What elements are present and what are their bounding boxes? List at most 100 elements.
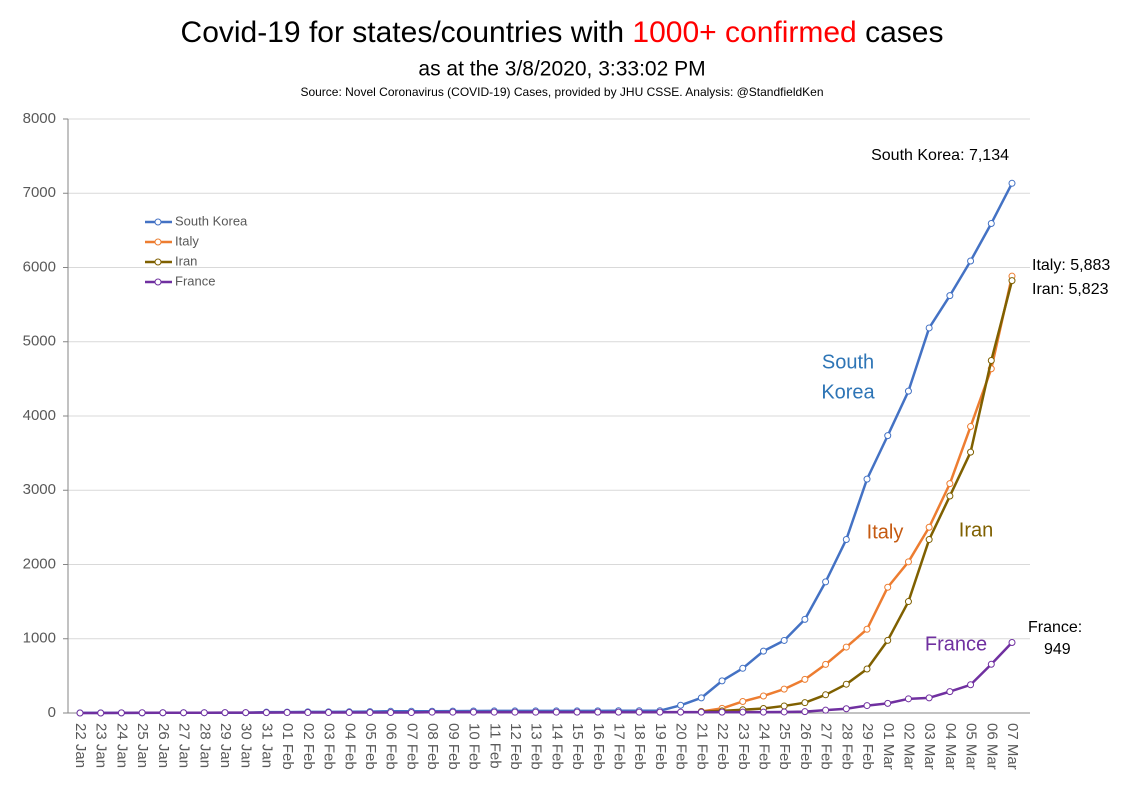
x-tick-label: 10 Feb — [466, 723, 483, 770]
x-tick-label: 23 Jan — [93, 723, 110, 768]
y-tick-label: 5000 — [23, 333, 56, 350]
x-tick-label: 27 Feb — [818, 723, 835, 770]
data-point — [594, 708, 602, 716]
x-tick-label: 26 Jan — [155, 723, 172, 768]
x-tick-label: 02 Feb — [300, 723, 317, 770]
legend-marker — [154, 278, 162, 286]
title-part: cases — [857, 16, 944, 49]
end-label: Italy: 5,883 — [1032, 257, 1110, 274]
x-tick-label: 05 Mar — [963, 723, 980, 770]
data-point — [863, 702, 871, 710]
x-tick-label: 05 Feb — [362, 723, 379, 770]
data-point — [780, 685, 788, 693]
legend-label: France — [175, 273, 215, 288]
x-tick-label: 29 Jan — [217, 723, 234, 768]
series-line — [701, 280, 1014, 713]
title-part: 1000+ confirmed — [632, 16, 856, 49]
end-label: Iran: 5,823 — [1032, 281, 1109, 298]
data-point — [925, 523, 933, 531]
x-tick-label: 03 Feb — [321, 723, 338, 770]
x-tick-label: 06 Mar — [983, 723, 1000, 770]
x-tick-label: 03 Mar — [921, 723, 938, 770]
data-point — [967, 681, 975, 689]
data-point — [573, 708, 581, 716]
data-point — [987, 219, 995, 227]
x-tick-label: 22 Jan — [72, 723, 89, 768]
legend-label: Iran — [175, 253, 197, 268]
x-tick-label: 23 Feb — [735, 723, 752, 770]
line-label: Iran — [959, 519, 993, 541]
x-tick-label: 25 Feb — [776, 723, 793, 770]
data-point — [967, 423, 975, 431]
x-tick-label: 13 Feb — [528, 723, 545, 770]
data-point — [718, 677, 726, 685]
y-tick-label: 0 — [48, 704, 56, 721]
data-point — [345, 709, 353, 717]
data-point — [635, 708, 643, 716]
data-point — [842, 643, 850, 651]
x-tick-label: 16 Feb — [590, 723, 607, 770]
x-tick-label: 31 Jan — [258, 723, 275, 768]
data-point — [304, 709, 312, 717]
data-point — [904, 695, 912, 703]
x-tick-label: 19 Feb — [652, 723, 669, 770]
x-tick-label: 18 Feb — [631, 723, 648, 770]
data-point — [262, 709, 270, 717]
data-point — [449, 708, 457, 716]
series-line — [80, 182, 1014, 715]
title-part: Covid-19 for states/countries with — [181, 16, 633, 49]
x-tick-label: 22 Feb — [714, 723, 731, 770]
chart-title: Covid-19 for states/countries with 1000+… — [181, 16, 944, 49]
x-tick-label: 04 Mar — [942, 723, 959, 770]
data-point — [822, 660, 830, 668]
data-point — [159, 709, 167, 717]
data-point — [759, 647, 767, 655]
data-point — [76, 709, 84, 717]
legend-label: South Korea — [175, 213, 248, 228]
data-point — [221, 709, 229, 717]
x-tick-label: 25 Jan — [134, 723, 151, 768]
x-tick-label: 01 Mar — [880, 723, 897, 770]
x-tick-label: 24 Jan — [113, 723, 130, 768]
y-tick-label: 4000 — [23, 407, 56, 424]
data-point — [739, 708, 747, 716]
data-point — [822, 691, 830, 699]
data-point — [97, 709, 105, 717]
x-tick-label: 07 Mar — [1004, 723, 1021, 770]
data-point — [946, 492, 954, 500]
data-point — [180, 709, 188, 717]
x-tick-label: 17 Feb — [611, 723, 628, 770]
data-point — [946, 480, 954, 488]
series-line — [701, 275, 1014, 713]
line-label: Italy — [867, 521, 904, 543]
data-point — [780, 636, 788, 644]
x-tick-label: 04 Feb — [341, 723, 358, 770]
data-point — [904, 558, 912, 566]
x-tick-label: 30 Jan — [238, 723, 255, 768]
data-point — [325, 709, 333, 717]
chart-subtitle: as at the 3/8/2020, 3:33:02 PM — [418, 58, 705, 81]
data-point — [925, 324, 933, 332]
end-label: France: — [1028, 619, 1082, 636]
x-tick-label: 12 Feb — [507, 723, 524, 770]
data-point — [656, 708, 664, 716]
data-point — [1008, 179, 1016, 187]
data-point — [863, 665, 871, 673]
x-tick-label: 15 Feb — [569, 723, 586, 770]
data-point — [842, 680, 850, 688]
data-point — [200, 709, 208, 717]
data-point — [780, 702, 788, 710]
data-point — [884, 432, 892, 440]
data-point — [759, 692, 767, 700]
x-tick-label: 24 Feb — [755, 723, 772, 770]
data-point — [242, 709, 250, 717]
data-point — [967, 257, 975, 265]
x-tick-label: 26 Feb — [797, 723, 814, 770]
data-point — [117, 709, 125, 717]
data-point — [987, 660, 995, 668]
data-point — [946, 688, 954, 696]
data-point — [677, 701, 685, 709]
end-label: 949 — [1044, 641, 1071, 658]
legend-marker — [154, 238, 162, 246]
